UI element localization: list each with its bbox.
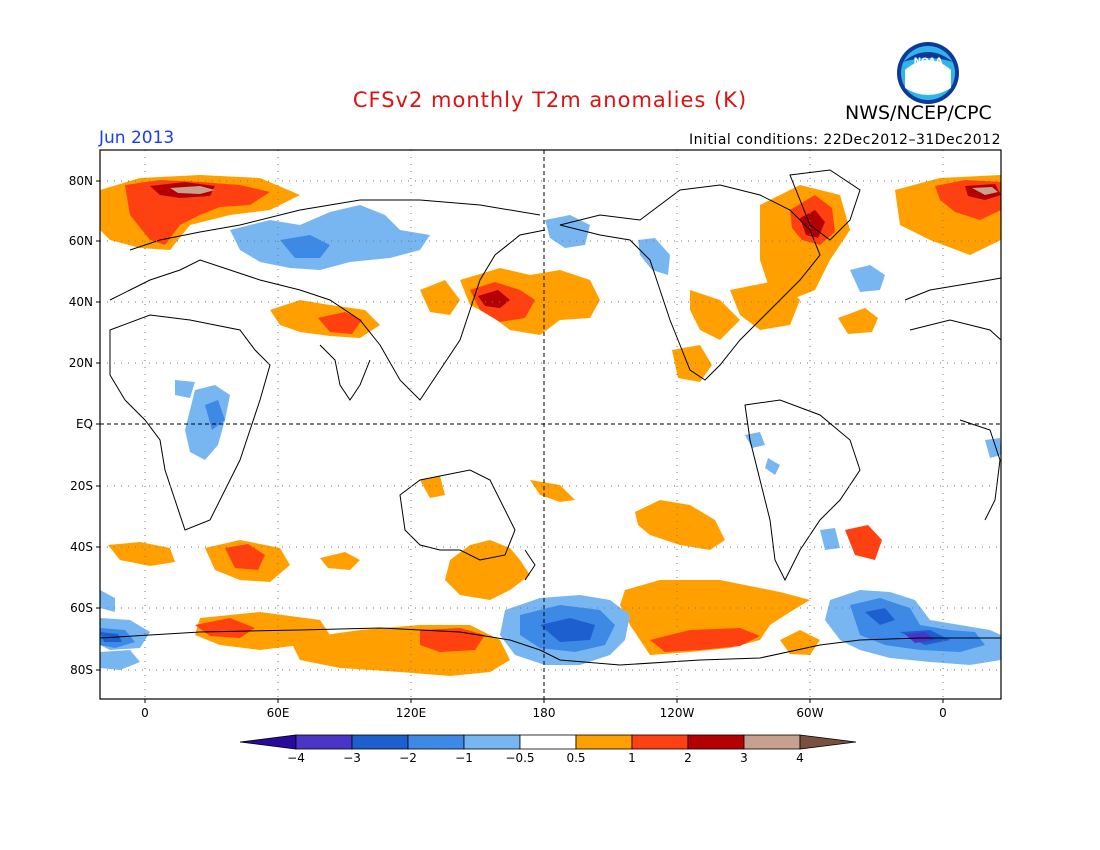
colorbar-swatch [295, 734, 353, 750]
colorbar-swatch [407, 734, 465, 750]
lon-label: 180 [533, 706, 556, 720]
logo-text: NOAA [914, 57, 943, 67]
lat-label: 80N [69, 174, 93, 188]
noaa-logo: NOAA [895, 40, 961, 110]
lat-label: 60S [70, 601, 93, 615]
colorbar-swatch [799, 734, 857, 750]
lon-label: 0 [141, 706, 149, 720]
colorbar-label: 0.5 [566, 751, 585, 765]
colorbar-label: 4 [796, 751, 804, 765]
colorbar-swatch [519, 734, 577, 750]
lat-label: EQ [76, 417, 93, 431]
lat-label: 20S [70, 479, 93, 493]
lon-label: 120E [396, 706, 427, 720]
colorbar-label: −0.5 [505, 751, 534, 765]
colorbar-label: −4 [287, 751, 305, 765]
initial-conditions-label: Initial conditions: 22Dec2012–31Dec2012 [689, 132, 1001, 148]
anomaly-field [100, 150, 1001, 699]
lon-label: 120W [660, 706, 695, 720]
agency-label: NWS/NCEP/CPC [845, 102, 992, 124]
lon-label: 0 [939, 706, 947, 720]
colorbar-swatch [351, 734, 409, 750]
colorbar-label: −1 [455, 751, 473, 765]
grid-lines [100, 150, 1001, 699]
lat-label: 20N [69, 356, 93, 370]
colorbar-swatch [463, 734, 521, 750]
colorbar-swatch [631, 734, 689, 750]
lat-label: 80S [70, 663, 93, 677]
colorbar-label: −2 [399, 751, 417, 765]
map-title: CFSv2 monthly T2m anomalies (K) [352, 88, 748, 112]
lon-label: 60E [267, 706, 290, 720]
colorbar-swatch [575, 734, 633, 750]
lat-label: 40S [70, 540, 93, 554]
colorbar-swatch [743, 734, 801, 750]
longitude-axis: 0 60E 120E 180 120W 60W 0 [141, 699, 947, 720]
lat-label: 40N [69, 295, 93, 309]
colorbar-swatch [687, 734, 745, 750]
colorbar-label: 3 [740, 751, 748, 765]
lat-label: 60N [69, 234, 93, 248]
colorbar-label: 1 [628, 751, 636, 765]
colorbar-label: 2 [684, 751, 692, 765]
valid-month-label: Jun 2013 [99, 128, 175, 148]
lon-label: 60W [796, 706, 823, 720]
latitude-axis: 80N 60N 40N 20N EQ 20S 40S 60S 80S [69, 174, 100, 677]
colorbar-swatch [239, 734, 297, 750]
colorbar-label: −3 [343, 751, 361, 765]
